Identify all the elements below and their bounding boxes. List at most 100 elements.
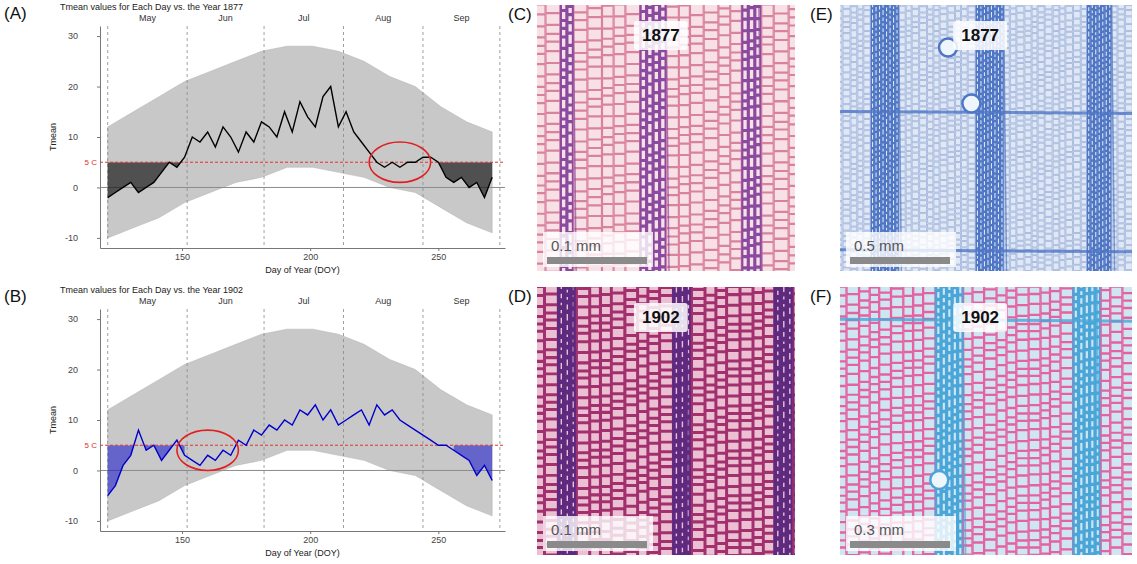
tick-mark — [97, 319, 100, 320]
resin-duct — [930, 471, 948, 489]
scale-bar: 0.3 mm — [846, 516, 956, 551]
cell-wall — [896, 5, 899, 271]
micrograph: 19020.1 mm — [533, 278, 805, 564]
label-patch — [634, 21, 688, 50]
tick-mark — [97, 36, 100, 37]
year-line — [108, 405, 492, 496]
cell-wall — [847, 287, 859, 555]
scale-bar-line — [850, 257, 950, 264]
micrograph: 19020.3 mm — [836, 278, 1137, 564]
cell-wall — [912, 5, 918, 271]
month-boundary — [499, 309, 500, 531]
cell-wall — [762, 5, 773, 271]
cell-wall — [1096, 287, 1101, 555]
cell-wall — [567, 5, 573, 270]
tick: 150 — [175, 248, 190, 262]
cell-wall — [1118, 5, 1124, 271]
cell-wall — [914, 287, 923, 555]
baseline — [100, 187, 505, 188]
cell-wall — [691, 5, 704, 271]
month-label: Jul — [298, 296, 310, 306]
cell-wall — [1125, 5, 1132, 271]
panel-letter: (A) — [4, 4, 27, 23]
cell-wall — [789, 5, 795, 271]
tick-mark — [97, 87, 100, 88]
label-patch — [953, 21, 1007, 50]
month-boundary — [422, 26, 423, 248]
cell-wall — [692, 287, 705, 555]
threshold-label: 5 C — [85, 158, 98, 167]
below-threshold-shade — [108, 162, 185, 197]
micrograph-image — [537, 287, 795, 555]
ring-boundary — [792, 287, 795, 555]
y-axis: -100102030 — [65, 310, 101, 532]
axis-line — [100, 27, 101, 249]
cell-wall — [1074, 287, 1079, 555]
label-patch — [846, 232, 956, 267]
tick-mark — [182, 248, 183, 251]
tick: 0 — [73, 183, 100, 193]
cell-wall — [1051, 287, 1061, 555]
cell-wall — [1109, 5, 1112, 271]
tick-mark — [310, 531, 311, 534]
cell-wall — [1045, 5, 1052, 271]
scale-bar-label: 0.3 mm — [854, 521, 904, 538]
scale-bar-label: 0.1 mm — [551, 521, 601, 538]
panel-letter: (B) — [4, 287, 27, 306]
cell-wall — [719, 5, 730, 271]
cell-wall — [840, 287, 846, 555]
cell-wall — [603, 5, 614, 271]
micrograph: 1877 0.5 mm — [836, 0, 1137, 276]
month-boundary — [187, 309, 188, 531]
cell-wall — [1017, 287, 1028, 555]
cell-wall — [885, 5, 888, 271]
tick-label: 10 — [68, 415, 78, 425]
cell-wall — [1053, 5, 1059, 271]
cell-wall — [871, 5, 874, 271]
cell-wall — [546, 5, 560, 271]
cell-wall — [1112, 5, 1117, 271]
tick-label: 250 — [431, 252, 446, 262]
month-label: Aug — [375, 13, 391, 23]
cell-wall — [577, 287, 589, 555]
cell-wall — [947, 287, 952, 555]
x-axis: 150200250 — [101, 248, 506, 262]
cell-wall — [727, 287, 739, 555]
label-patch — [953, 303, 1007, 332]
scale-bar: 0.1 mm — [543, 516, 653, 551]
cell-wall — [892, 5, 895, 271]
month-boundary — [422, 309, 423, 531]
cell-wall — [601, 287, 611, 555]
plot-area — [100, 26, 505, 248]
ray — [840, 111, 1132, 113]
tick-mark — [438, 531, 439, 534]
cell-wall — [864, 5, 871, 271]
tick-label: -10 — [65, 233, 78, 243]
tick-mark — [182, 531, 183, 534]
cell-wall — [1041, 287, 1050, 555]
highlight-ellipse — [369, 142, 431, 182]
year-label-box: 1877 — [953, 21, 1007, 50]
label-patch — [634, 303, 688, 332]
cell-wall — [774, 5, 788, 271]
tick-mark — [438, 248, 439, 251]
scale-bar-label: 0.5 mm — [854, 237, 904, 254]
tick-label: 150 — [175, 535, 190, 545]
tick: -10 — [65, 516, 100, 526]
cell-wall — [1010, 5, 1016, 271]
cell-wall — [1066, 5, 1073, 271]
cell-wall — [1090, 287, 1095, 555]
year-line — [108, 87, 492, 198]
figure: 150200250-1001020305 CMayJunJulAugSepTme… — [0, 0, 1137, 564]
cell-wall — [716, 287, 726, 555]
chart-panel: 150200250-1001020305 CMayJunJulAugSepTme… — [4, 285, 506, 558]
tick-mark — [97, 470, 100, 471]
month-label: May — [139, 296, 157, 306]
tick-mark — [97, 521, 100, 522]
cell-wall — [1105, 5, 1108, 271]
scale-bar: 0.5 mm — [846, 232, 956, 267]
panel-letter: (C) — [508, 5, 532, 24]
tick-label: 0 — [73, 466, 78, 476]
tick-mark — [97, 370, 100, 371]
tick-mark — [97, 187, 100, 188]
